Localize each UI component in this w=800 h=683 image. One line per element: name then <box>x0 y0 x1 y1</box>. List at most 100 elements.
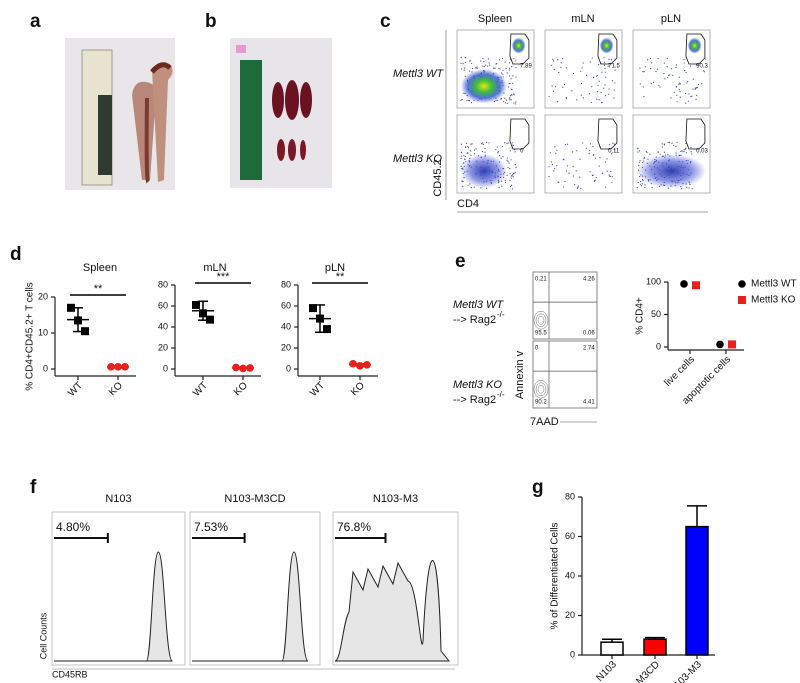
y-tick-label: 80 <box>281 279 291 289</box>
flow-event <box>476 66 478 68</box>
flow-event <box>582 142 584 144</box>
row-superscript: -/- <box>497 390 505 399</box>
flow-event <box>603 87 605 89</box>
flow-event <box>470 187 472 189</box>
flow-event <box>580 82 583 85</box>
flow-event <box>683 62 685 64</box>
x-tick-label: KO <box>232 380 250 398</box>
gate <box>685 118 706 150</box>
flow-event <box>599 157 601 159</box>
flow-event <box>482 57 484 59</box>
flow-event <box>514 103 516 105</box>
flow-event <box>551 164 553 166</box>
quadrant-value: 4.41 <box>583 400 595 406</box>
flow-event <box>603 57 605 59</box>
flow-event <box>509 180 511 182</box>
flow-event <box>508 86 510 88</box>
y-tick-label: 50 <box>651 309 661 319</box>
flow-event <box>576 150 578 152</box>
flow-event <box>651 186 653 189</box>
flow-event <box>611 80 614 82</box>
flow-event <box>568 172 570 174</box>
flow-event <box>610 170 612 173</box>
flow-event <box>610 59 613 61</box>
flow-event <box>614 69 616 71</box>
flow-event <box>497 152 499 154</box>
flow-event <box>672 74 674 76</box>
gate <box>597 33 618 65</box>
flow-event <box>550 161 553 163</box>
flow-event <box>656 68 659 70</box>
flow-event <box>500 157 502 159</box>
flow-event <box>592 154 594 157</box>
flow-event <box>650 62 653 64</box>
data-point <box>192 300 200 309</box>
flow-event <box>594 179 596 181</box>
y-tick-label: 10 <box>38 327 48 337</box>
flow-event <box>501 185 503 187</box>
flow-event <box>504 102 507 104</box>
flow-event <box>596 98 598 100</box>
flow-event <box>507 102 509 105</box>
flow-event <box>509 97 511 99</box>
flow-event <box>513 93 515 95</box>
flow-event <box>580 70 582 72</box>
flow-event <box>465 57 467 59</box>
panel-c: Spleen mLN pLN Mettl3 WT 7.89 71.5 90.3 Mettl3 … <box>393 13 711 213</box>
flow-event <box>499 68 501 70</box>
contour <box>537 384 545 394</box>
flow-event <box>462 63 464 65</box>
flow-event <box>548 95 550 98</box>
flow-event <box>678 82 680 84</box>
legend-marker <box>738 280 746 288</box>
chart-title: Spleen <box>83 262 117 274</box>
flow-event <box>608 58 610 60</box>
flow-event <box>509 185 512 188</box>
gate-value: 7.89 <box>520 64 532 70</box>
flow-event <box>658 84 660 86</box>
flow-event <box>558 71 560 74</box>
quadrant-value: 95.5 <box>535 331 547 337</box>
x-tick-label: WT <box>191 380 210 399</box>
flow-event <box>589 149 591 152</box>
flow-event <box>641 183 643 185</box>
flow-event <box>464 158 466 160</box>
y-tick-label: 40 <box>158 321 168 331</box>
flow-event <box>670 97 672 99</box>
panel-label: e <box>455 251 466 272</box>
flow-event <box>663 62 666 64</box>
flow-event <box>613 97 615 99</box>
gate <box>509 33 530 65</box>
photo-b <box>230 38 332 188</box>
contour <box>535 382 547 396</box>
flow-event <box>606 170 608 172</box>
flow-event <box>680 150 682 152</box>
flow-event <box>483 60 485 63</box>
flow-event <box>549 152 552 154</box>
flow-event <box>515 76 517 78</box>
flow-event <box>464 61 467 63</box>
flow-event <box>692 78 694 80</box>
flow-event <box>572 72 575 75</box>
flow-event <box>703 71 705 73</box>
flow-event <box>585 74 588 77</box>
flow-event <box>689 65 692 67</box>
flow-density <box>599 37 614 54</box>
flow-event <box>664 78 666 80</box>
flow-event <box>469 60 472 62</box>
flow-event <box>513 172 515 175</box>
y-tick-label: 0 <box>570 649 575 659</box>
flow-event <box>582 97 584 99</box>
flow-event <box>497 151 499 153</box>
column-title: pLN <box>661 13 681 25</box>
flow-event <box>603 64 605 66</box>
y-tick-label: 60 <box>281 300 291 310</box>
flow-event <box>514 151 516 153</box>
plot-title: N103 <box>105 493 131 505</box>
flow-event <box>502 69 504 71</box>
histogram <box>192 551 309 662</box>
y-axis-label: % CD4+CD45.2+ T cells <box>25 282 36 391</box>
y-axis-label: % CD4+ <box>635 297 646 335</box>
flow-event <box>668 141 671 143</box>
flow-event <box>596 75 598 77</box>
